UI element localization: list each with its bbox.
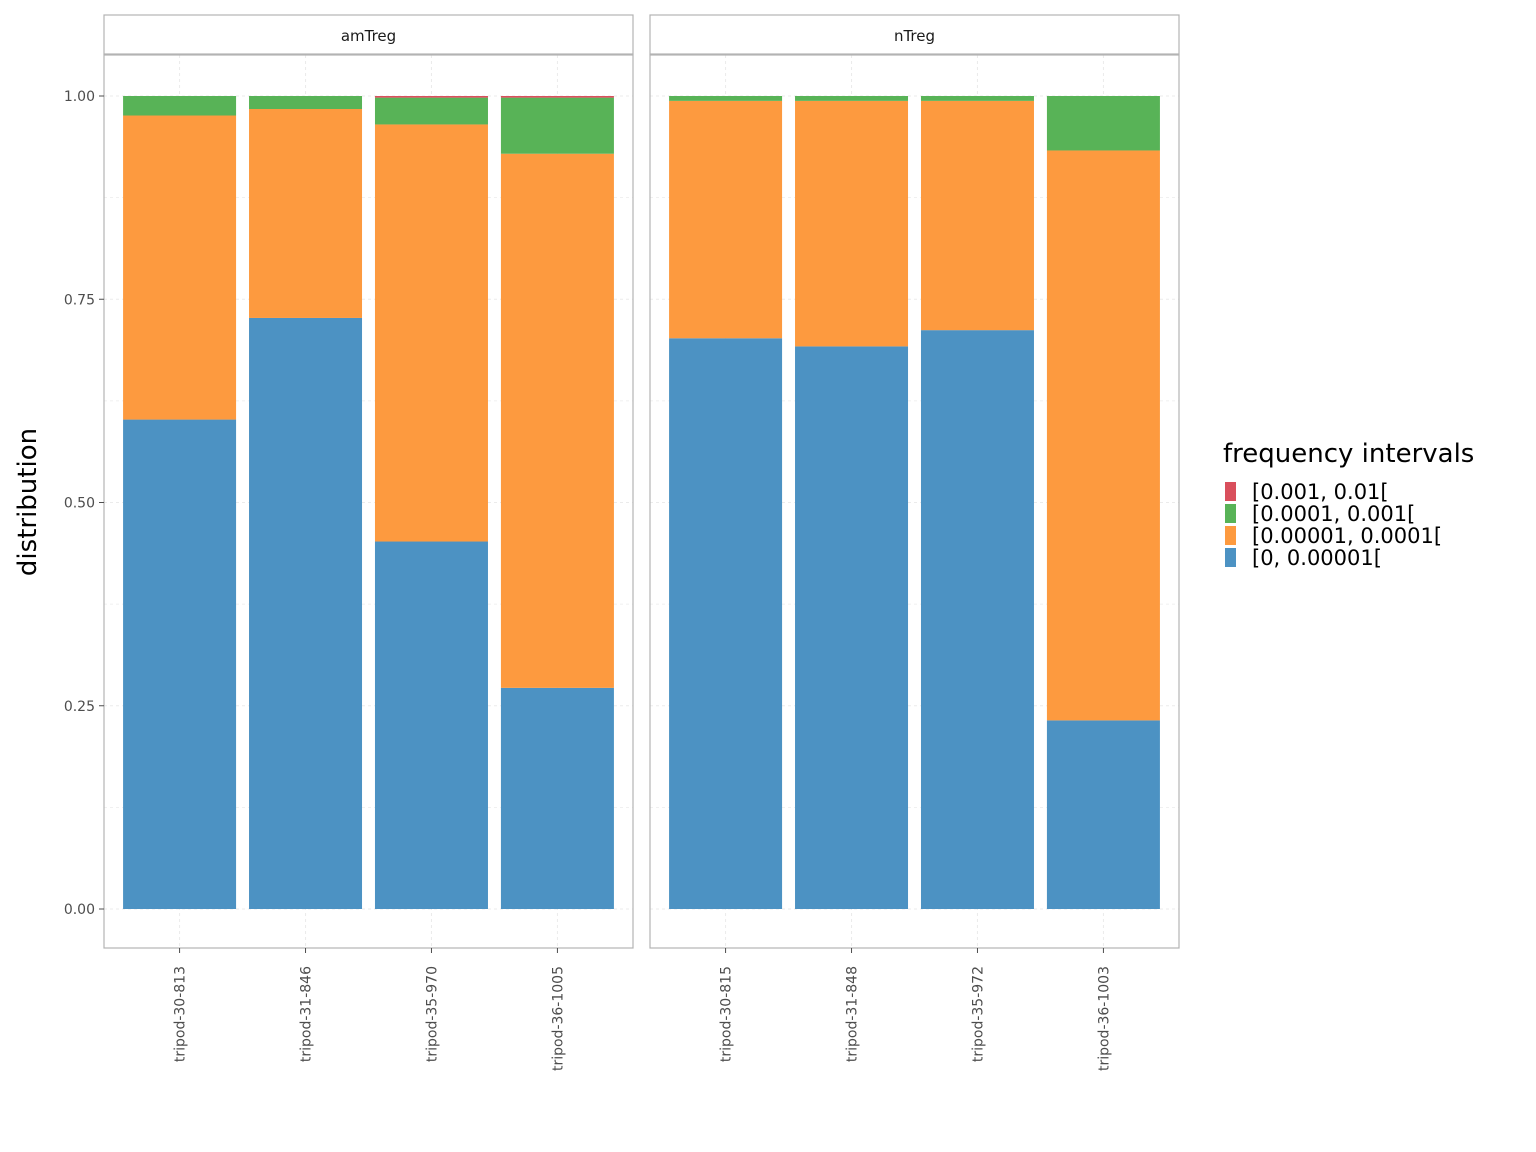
bar-segment	[123, 115, 237, 420]
x-axis: tripod-30-813 tripod-31-846 tripod-35-970 t…	[173, 948, 1112, 1071]
legend-label: [0.001, 0.01[	[1252, 480, 1389, 504]
panel-frames: amTreg nTreg	[103, 14, 1180, 949]
legend: frequency intervals [0.001, 0.01[[0.0001…	[1223, 439, 1474, 570]
bar-segment	[920, 100, 1034, 331]
y-tick-label: 1.00	[64, 89, 95, 105]
bar-segment	[374, 97, 488, 125]
bar-segment	[1046, 720, 1160, 909]
bar-segment	[249, 317, 363, 910]
bar-segment	[249, 96, 363, 110]
legend-key	[1225, 526, 1236, 545]
bar-segment	[374, 124, 488, 542]
y-tick-label: 0.50	[64, 496, 95, 512]
x-tick-label: tripod-36-1005	[550, 966, 566, 1071]
y-tick-label: 0.75	[64, 292, 95, 308]
x-tick-label: tripod-30-815	[719, 966, 735, 1062]
legend-key	[1225, 548, 1236, 567]
bar-segment	[249, 109, 363, 318]
bars-layer	[123, 96, 1160, 910]
x-tick-label: tripod-35-970	[424, 966, 440, 1062]
panel-border	[649, 54, 1180, 949]
bar-segment	[500, 96, 614, 98]
bar-segment	[920, 330, 1034, 909]
bar-segment	[795, 100, 909, 347]
panel-border	[103, 54, 634, 949]
bar-segment	[123, 419, 237, 909]
legend-title: frequency intervals	[1223, 439, 1474, 469]
facet-strip-label: nTreg	[894, 27, 935, 45]
legend-label: [0, 0.00001[	[1252, 546, 1382, 570]
y-tick-label: 0.00	[64, 902, 95, 918]
bar-segment	[795, 96, 909, 101]
x-tick-label: tripod-31-846	[299, 966, 315, 1062]
bar-segment	[1046, 96, 1160, 151]
bar-segment	[123, 96, 237, 116]
y-axis: 0.00 0.25 0.50 0.75 1.00	[64, 89, 104, 918]
facet-strip-amTreg	[103, 14, 634, 55]
bar-segment	[669, 338, 783, 909]
bar-segment	[920, 96, 1034, 101]
bar-segment	[1046, 150, 1160, 721]
y-axis-title: distribution	[13, 428, 43, 576]
legend-label: [0.0001, 0.001[	[1252, 502, 1415, 526]
bar-segment	[795, 346, 909, 909]
legend-key	[1225, 504, 1236, 523]
legend-key	[1225, 482, 1236, 501]
facet-strip-label: amTreg	[341, 27, 396, 45]
facet-strip-nTreg	[649, 14, 1180, 55]
legend-label: [0.00001, 0.0001[	[1252, 524, 1442, 548]
bar-segment	[500, 97, 614, 154]
bar-segment	[500, 687, 614, 909]
x-tick-label: tripod-36-1003	[1096, 966, 1112, 1071]
x-tick-label: tripod-31-848	[845, 966, 861, 1062]
x-tick-label: tripod-35-972	[970, 966, 986, 1062]
bar-segment	[669, 100, 783, 339]
bar-segment	[669, 96, 783, 101]
y-tick-label: 0.25	[64, 699, 95, 715]
bar-segment	[374, 96, 488, 98]
bar-segment	[500, 153, 614, 688]
x-tick-label: tripod-30-813	[173, 966, 189, 1062]
bar-segment	[374, 541, 488, 909]
